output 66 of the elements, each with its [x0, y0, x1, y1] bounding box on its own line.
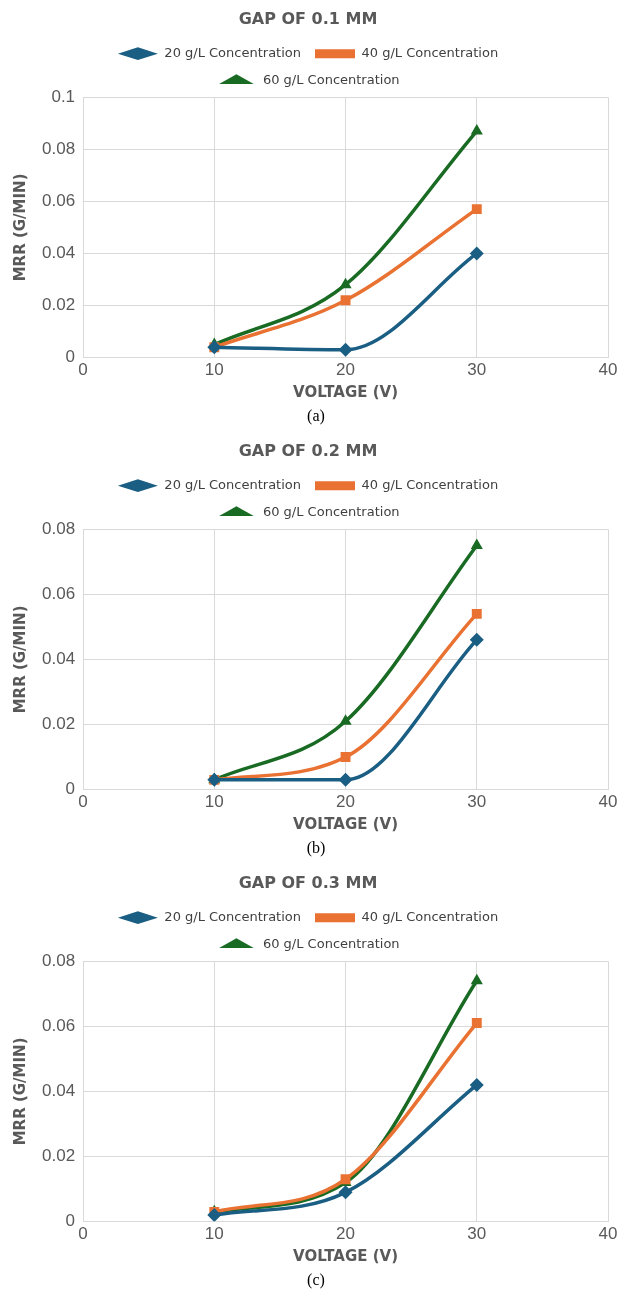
point — [469, 246, 484, 261]
y-tick-label: 0.06 — [41, 191, 76, 211]
y-tick-label: 0.04 — [41, 649, 76, 669]
y-tick-label: 0.02 — [41, 1146, 76, 1166]
y-tick-label: 0.04 — [41, 1081, 76, 1101]
y-tick-label: 0.1 — [51, 86, 76, 106]
x-tick-label: 40 — [598, 792, 618, 812]
x-tick-label: 10 — [204, 1224, 224, 1244]
x-tick-label: 40 — [598, 360, 618, 380]
y-tick-label: 0.02 — [41, 714, 76, 734]
point — [338, 1185, 353, 1200]
point — [471, 608, 482, 619]
point — [207, 1208, 222, 1222]
legend-label: 60 g/L Concentration — [262, 936, 400, 952]
y-tick-label: 0 — [65, 347, 76, 367]
y-axis-title: MRR (G/MIN) — [10, 1037, 29, 1146]
y-tick-label: 0.08 — [41, 138, 76, 158]
y-tick-label: 0.02 — [41, 295, 76, 315]
y-tick-label: 0.06 — [41, 583, 76, 603]
point — [471, 204, 482, 215]
x-axis-title: VOLTAGE (V) — [293, 814, 399, 833]
point — [340, 752, 351, 762]
x-tick-label: 10 — [204, 360, 224, 380]
chart-title: GAP OF 0.3 MM — [238, 872, 378, 892]
y-axis-title: MRR (G/MIN) — [10, 605, 29, 714]
x-tick-label: 10 — [204, 792, 224, 812]
point — [338, 772, 353, 787]
legend-label: 40 g/L Concentration — [361, 909, 499, 925]
point — [470, 538, 483, 549]
legend-label: 40 g/L Concentration — [361, 45, 499, 61]
x-tick-label: 20 — [336, 792, 355, 812]
legend-label: 60 g/L Concentration — [262, 72, 400, 88]
point — [338, 342, 353, 357]
y-tick-label: 0.04 — [41, 243, 76, 263]
x-tick-label: 20 — [336, 1224, 355, 1244]
y-tick-label: 0.08 — [41, 950, 76, 970]
x-tick-label: 30 — [467, 360, 487, 380]
y-tick-label: 0 — [65, 779, 76, 799]
text: (b) — [305, 838, 327, 859]
legend-label: 20 g/L Concentration — [164, 45, 302, 61]
point — [469, 632, 484, 647]
point — [470, 124, 483, 135]
point — [470, 973, 483, 985]
chart-title: GAP OF 0.2 MM — [238, 440, 378, 460]
y-axis-title: MRR (G/MIN) — [10, 173, 29, 282]
chart-title: GAP OF 0.1 MM — [238, 8, 378, 28]
legend-label: 20 g/L Concentration — [164, 477, 302, 493]
x-axis-title: VOLTAGE (V) — [293, 1246, 399, 1265]
text: (a) — [306, 406, 326, 427]
point — [469, 1077, 484, 1092]
x-tick-label: 20 — [336, 360, 355, 380]
legend-label: 60 g/L Concentration — [262, 504, 400, 520]
x-tick-label: 30 — [467, 1224, 487, 1244]
x-axis-title: VOLTAGE (V) — [293, 382, 399, 401]
x-tick-label: 30 — [467, 792, 487, 812]
x-tick-label: 40 — [598, 1224, 618, 1244]
point — [340, 295, 351, 306]
y-tick-label: 0 — [65, 1211, 76, 1231]
legend-label: 20 g/L Concentration — [164, 909, 302, 925]
point — [339, 714, 352, 725]
point — [339, 277, 352, 289]
point — [471, 1018, 482, 1028]
y-tick-label: 0.06 — [41, 1015, 76, 1035]
legend-label: 40 g/L Concentration — [361, 477, 499, 493]
y-tick-label: 0.08 — [41, 518, 76, 538]
text: (c) — [306, 1270, 326, 1291]
